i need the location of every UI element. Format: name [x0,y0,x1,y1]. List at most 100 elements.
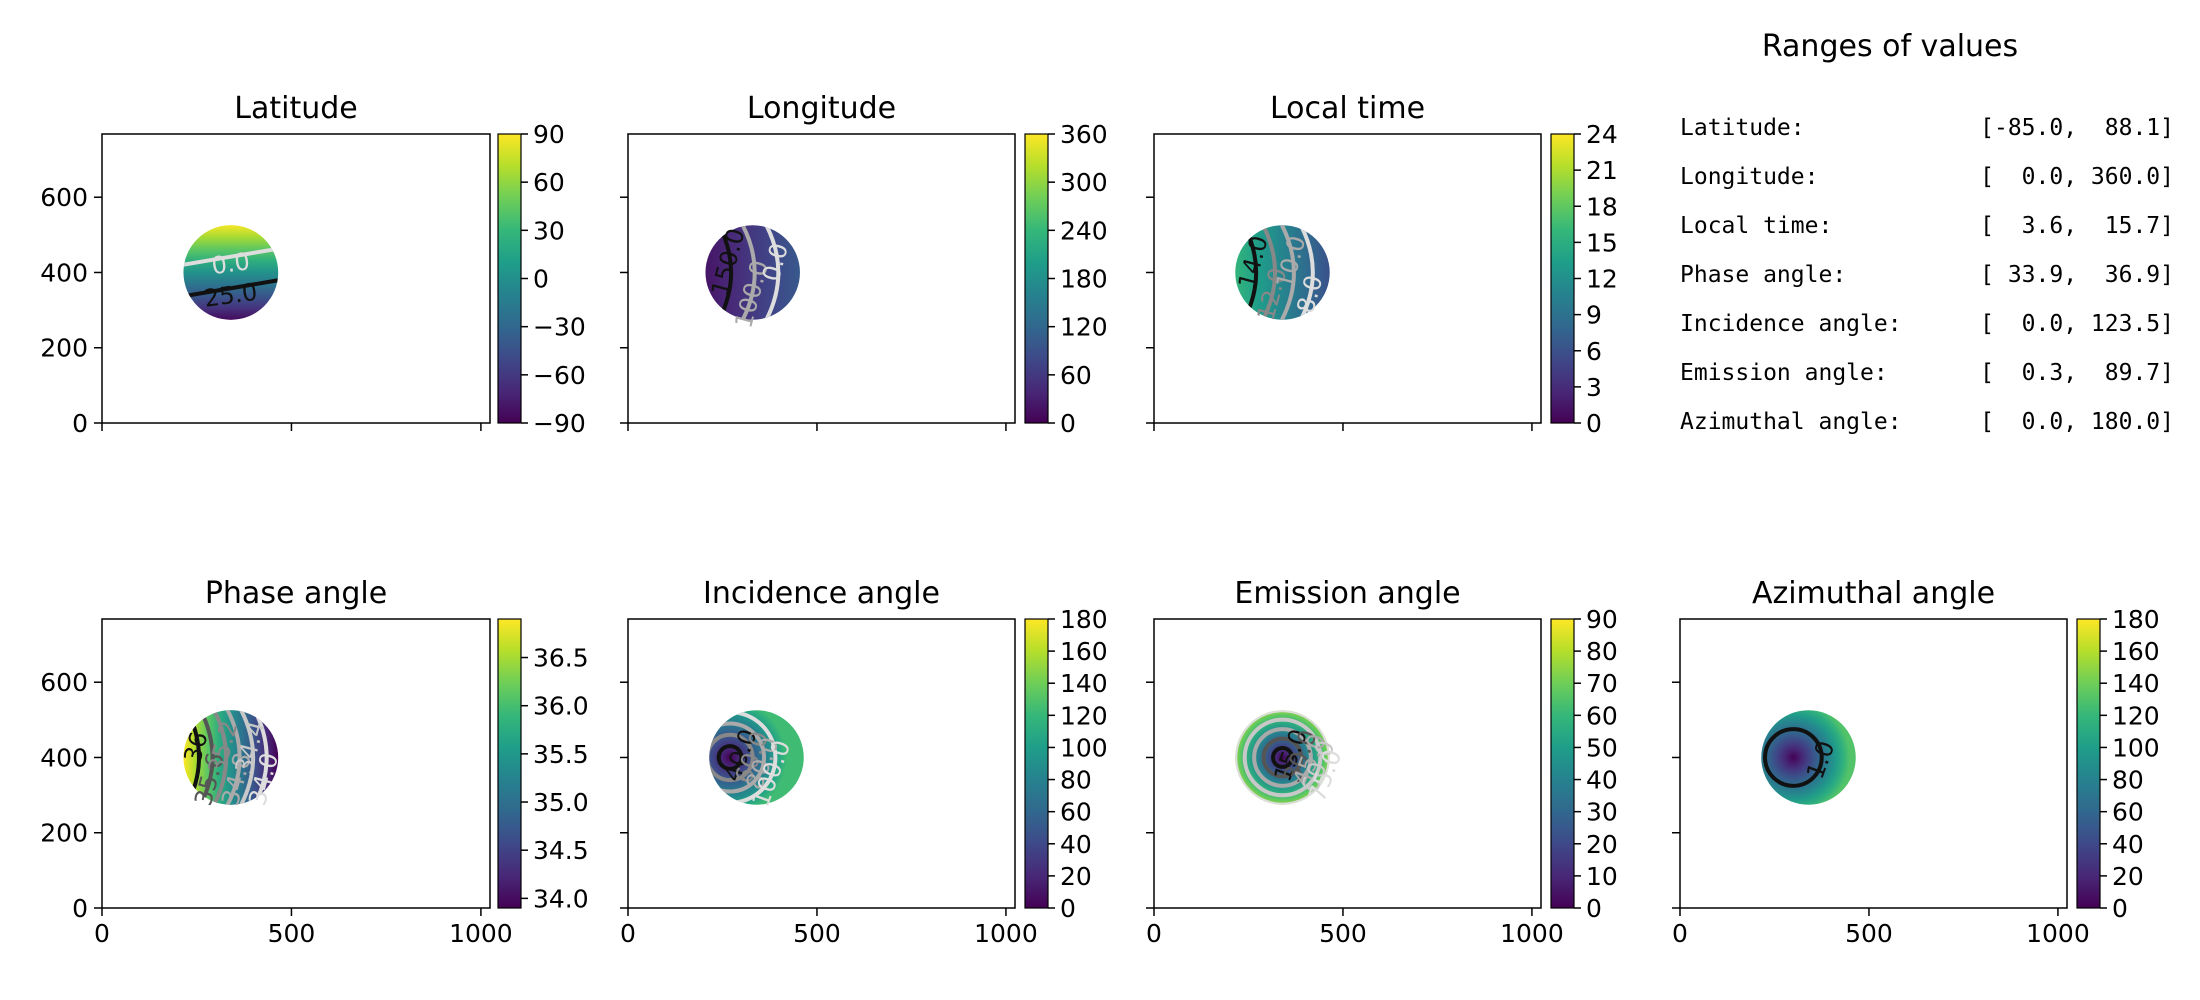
contour-line [764,225,781,320]
axes-background [102,134,490,423]
x-tick-label: 0 [94,919,110,948]
x-tick-label: 0 [1146,919,1162,948]
panel-title: Emission angle [1234,576,1460,611]
colorbar-tick-label: 0 [1586,409,1602,438]
colorbar-tick-label: 80 [1060,766,1092,795]
range-label: Incidence angle: [1680,311,1902,337]
colorbar [1024,618,1049,909]
range-value: [ 33.9, 36.9] [1980,262,2174,288]
range-value: [-85.0, 88.1] [1980,115,2174,141]
colorbar [1550,133,1575,424]
panel-title: Longitude [747,91,896,126]
colorbar-tick-label: 30 [533,216,565,245]
x-tick-label: 500 [1845,919,1893,948]
colorbar-tick-label: 80 [1586,637,1618,666]
colorbar-tick-label: 40 [2112,830,2144,859]
contour-line [709,732,755,783]
colorbar-tick-label: 50 [1586,733,1618,762]
colorbar [1024,133,1049,424]
colorbar-tick-label: 100 [2112,733,2160,762]
colorbar-tick-label: 60 [533,168,565,197]
axes-frame [1679,618,2068,909]
contour-line [709,721,767,794]
colorbar-tick-label: 10 [1586,862,1618,891]
colorbar-tick-label: 90 [533,120,565,149]
colorbar-tick-label: 36.5 [533,644,589,673]
contour-line [1271,746,1294,769]
contour-line [212,710,228,805]
colorbar-tick-label: 35.5 [533,740,589,769]
range-label: Latitude: [1680,115,1805,141]
colorbar-tick-label: 0 [1060,409,1076,438]
contour-lines [1235,710,1330,805]
axes-frame [1153,618,1542,909]
x-tick-label: 1000 [1500,919,1564,948]
colorbar-tick-label: 60 [1586,701,1618,730]
colorbar-tick-label: 60 [2112,798,2144,827]
colorbar-tick-label: 36.0 [533,692,589,721]
colorbar [1550,618,1575,909]
range-label: Local time: [1680,213,1832,239]
panel-title: Latitude [234,91,357,126]
contour-lines [185,710,269,805]
range-value: [ 0.0, 180.0] [1980,409,2174,435]
contour-line [183,278,279,299]
planet-disk [1235,710,1330,805]
colorbar-tick-label: 90 [1586,605,1618,634]
colorbar-tick-label: 0 [533,265,549,294]
contour-line [1763,727,1824,788]
axes-background [1154,134,1541,423]
planet-disk [183,710,279,805]
colorbar [497,618,522,909]
range-row: Longitude: [ 0.0, 360.0] [1680,164,2174,190]
range-label: Phase angle: [1680,262,1846,288]
axes-frame [101,133,491,424]
panel-title: Azimuthal angle [1752,576,1995,611]
contour-line [239,710,256,805]
colorbar-tick-label: 0 [2112,894,2128,923]
colorbar-tick-label: 80 [2112,766,2144,795]
colorbar-tick-label: 240 [1060,216,1108,245]
colorbar-tick-label: 30 [1586,798,1618,827]
contour-line [716,744,744,771]
contour-line [183,246,279,267]
colorbar-tick-label: 18 [1586,192,1618,221]
axes-frame [627,618,1016,909]
contour-line [1261,736,1304,779]
colorbar-tick-label: 180 [1060,605,1108,634]
x-tick-label: 1000 [2026,919,2090,948]
axes-background [628,134,1015,423]
range-row: Emission angle: [ 0.3, 89.7] [1680,360,2174,386]
colorbar-tick-label: −60 [533,361,586,390]
y-tick-label: 200 [40,334,88,363]
colorbar [497,133,522,424]
colorbar-tick-label: 21 [1586,156,1618,185]
contour-line [1252,727,1313,788]
y-tick-label: 400 [40,258,88,287]
colorbar-tick-label: 34.5 [533,836,589,865]
colorbar-tick-label: 300 [1060,168,1108,197]
y-tick-label: 600 [40,183,88,212]
colorbar-tick-label: −90 [533,409,586,438]
colorbar-tick-label: 120 [1060,701,1108,730]
contour-label: 0.0 [210,247,252,280]
x-tick-label: 1000 [974,919,1038,948]
ranges-title: Ranges of values [1762,29,2018,64]
colorbar-tick-label: 34.0 [533,884,589,913]
colorbar-tick-label: 120 [2112,701,2160,730]
colorbar-tick-label: 160 [2112,637,2160,666]
x-tick-label: 500 [1319,919,1367,948]
ranges-panel: Ranges of values Latitude: [-85.0, 88.1] L… [1680,29,2174,435]
contour-line [198,710,215,805]
contour-line [252,710,269,805]
colorbar-tick-label: −30 [533,313,586,342]
colorbar-tick-label: 140 [2112,669,2160,698]
x-tick-label: 500 [793,919,841,948]
colorbar-tick-label: 20 [1060,862,1092,891]
panel-title: Local time [1270,91,1425,126]
